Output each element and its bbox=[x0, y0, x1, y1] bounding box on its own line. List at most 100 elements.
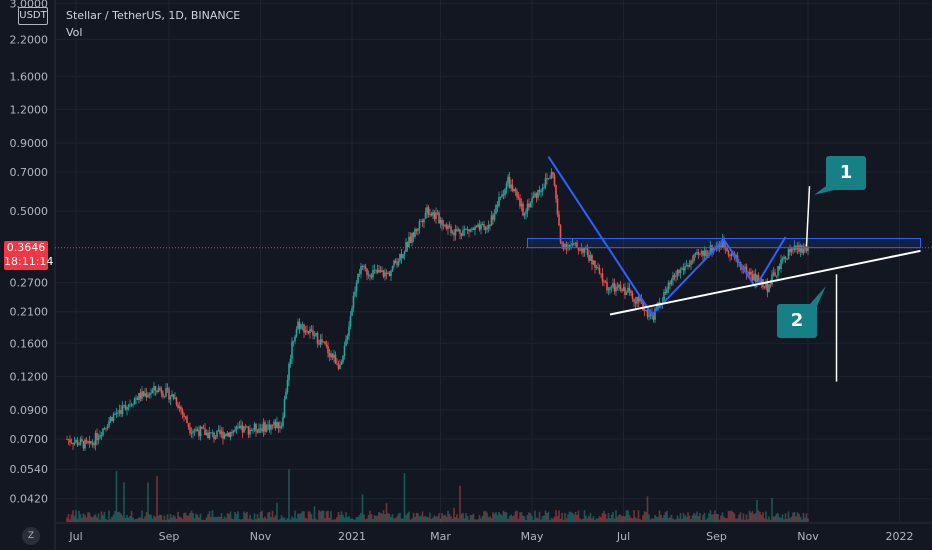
volume-bar bbox=[789, 518, 791, 522]
candle-body bbox=[315, 333, 317, 336]
volume-bar bbox=[306, 518, 308, 522]
candle-body bbox=[354, 291, 356, 296]
volume-bar bbox=[687, 512, 689, 522]
y-tick-label: 0.0540 bbox=[10, 463, 49, 476]
volume-bar bbox=[546, 513, 548, 522]
candle-body bbox=[669, 282, 671, 285]
y-tick-label: 0.1600 bbox=[10, 337, 49, 350]
candle-body bbox=[729, 255, 731, 257]
candle-body bbox=[474, 226, 476, 231]
candle-body bbox=[126, 406, 128, 410]
volume-bar bbox=[649, 519, 652, 522]
volume-bar bbox=[381, 513, 383, 522]
volume-bar bbox=[408, 511, 410, 522]
candle-body bbox=[129, 404, 131, 406]
candle-body bbox=[160, 389, 163, 394]
volume-bar bbox=[319, 511, 322, 522]
volume-bar bbox=[741, 519, 743, 522]
candle-body bbox=[162, 393, 164, 397]
candle-body bbox=[391, 266, 394, 271]
candle-body bbox=[583, 248, 586, 253]
volume-bar bbox=[129, 516, 131, 522]
volume-bar bbox=[321, 510, 323, 522]
candle-body bbox=[384, 272, 386, 277]
volume-bar bbox=[615, 510, 617, 522]
candle-body bbox=[499, 196, 502, 198]
volume-bar bbox=[120, 513, 122, 522]
volume-bar bbox=[435, 516, 437, 522]
candle-body bbox=[777, 266, 779, 276]
candle-body bbox=[271, 424, 274, 426]
candle-body bbox=[456, 229, 458, 231]
candle-body bbox=[214, 437, 217, 439]
volume-bar bbox=[736, 518, 739, 522]
volume-bar bbox=[462, 512, 464, 522]
candle-body bbox=[352, 295, 355, 309]
volume-bar bbox=[220, 513, 223, 522]
candle-body bbox=[568, 244, 571, 247]
candle-body bbox=[678, 270, 680, 274]
volume-bar bbox=[376, 515, 379, 522]
volume-bar bbox=[165, 519, 167, 522]
candle-body bbox=[547, 178, 550, 180]
zoom-button[interactable]: Z bbox=[22, 527, 40, 545]
candle-body bbox=[516, 191, 518, 197]
volume-bar bbox=[693, 512, 695, 522]
candle-body bbox=[625, 292, 628, 295]
volume-bar bbox=[745, 514, 748, 522]
volume-bar bbox=[109, 519, 112, 522]
candle-body bbox=[763, 287, 766, 288]
candle-body bbox=[621, 289, 623, 291]
volume-bar bbox=[448, 514, 451, 522]
candle-body bbox=[66, 439, 68, 440]
candle-body bbox=[783, 256, 785, 259]
candle-body bbox=[175, 397, 178, 405]
candle-body bbox=[253, 423, 256, 430]
volume-bar bbox=[759, 511, 761, 522]
currency-unit-label[interactable]: USDT bbox=[18, 7, 48, 25]
candle-body bbox=[165, 388, 167, 397]
volume-bar bbox=[735, 518, 737, 522]
volume-bar bbox=[592, 515, 595, 522]
candle-body bbox=[580, 248, 583, 251]
volume-bar bbox=[390, 516, 392, 522]
candle-body bbox=[681, 268, 683, 270]
y-tick-label: 3.0000 bbox=[10, 0, 49, 10]
volume-bar bbox=[559, 518, 562, 522]
volume-bar bbox=[717, 514, 719, 522]
volume-bar bbox=[588, 516, 590, 522]
volume-bar bbox=[238, 519, 241, 522]
candle-body bbox=[235, 427, 238, 430]
candle-body bbox=[136, 398, 139, 401]
volume-bar bbox=[187, 515, 190, 522]
candle-body bbox=[283, 398, 286, 417]
volume-bar bbox=[391, 514, 394, 522]
candle-body bbox=[69, 439, 71, 443]
volume-bar bbox=[516, 510, 518, 522]
candle-body bbox=[117, 412, 119, 414]
candle-body bbox=[262, 422, 265, 432]
y-tick-label: 2.2000 bbox=[10, 33, 49, 46]
volume-bar bbox=[415, 512, 418, 522]
candle-body bbox=[213, 432, 215, 439]
candle-body bbox=[577, 247, 580, 251]
candle-body bbox=[603, 281, 605, 283]
volume-bar bbox=[658, 510, 661, 522]
candle-body bbox=[385, 272, 388, 274]
candle-body bbox=[528, 203, 530, 208]
candle-body bbox=[478, 224, 481, 230]
candle-body bbox=[664, 291, 667, 294]
volume-bar bbox=[771, 498, 773, 522]
volume-bar bbox=[474, 519, 476, 522]
volume-bar bbox=[604, 513, 607, 522]
volume-bar bbox=[186, 515, 188, 522]
volume-bar bbox=[216, 516, 218, 522]
candle-body bbox=[123, 404, 125, 406]
candle-body bbox=[171, 394, 173, 397]
volume-bar bbox=[301, 511, 304, 522]
volume-bar bbox=[805, 513, 808, 522]
candle-body bbox=[673, 275, 676, 277]
volume-bar bbox=[706, 517, 709, 522]
candle-body bbox=[246, 426, 248, 428]
